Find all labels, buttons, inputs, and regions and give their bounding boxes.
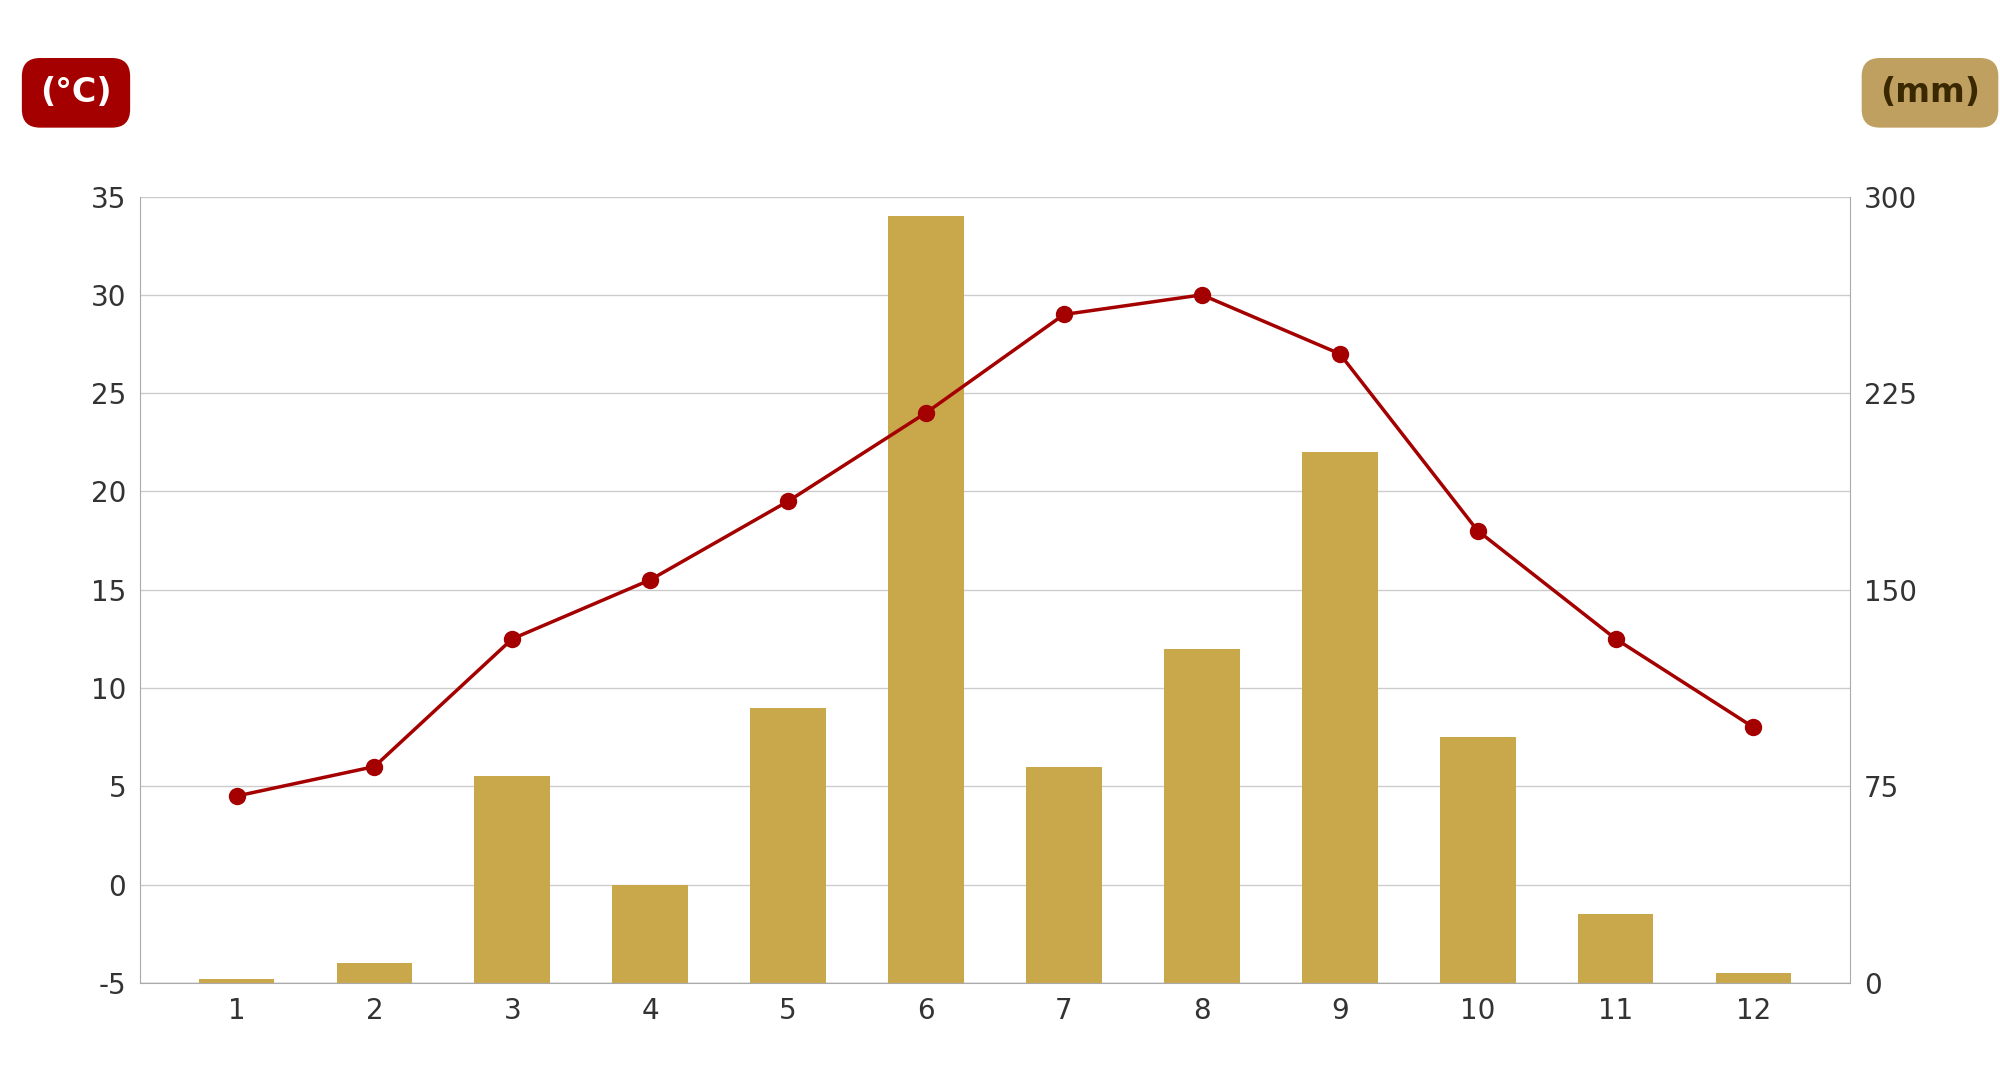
Bar <box>1578 914 1654 983</box>
Bar <box>474 776 550 983</box>
Bar <box>198 978 274 983</box>
Bar <box>336 963 412 983</box>
Bar <box>1302 452 1378 983</box>
Bar <box>750 708 826 983</box>
Bar <box>612 885 688 983</box>
Text: (°C): (°C) <box>40 76 112 109</box>
Text: (mm): (mm) <box>1880 76 1980 109</box>
Bar <box>1716 973 1792 983</box>
Bar <box>1026 767 1102 983</box>
Bar <box>888 216 964 983</box>
Bar <box>1164 649 1240 983</box>
Bar <box>1440 737 1516 983</box>
